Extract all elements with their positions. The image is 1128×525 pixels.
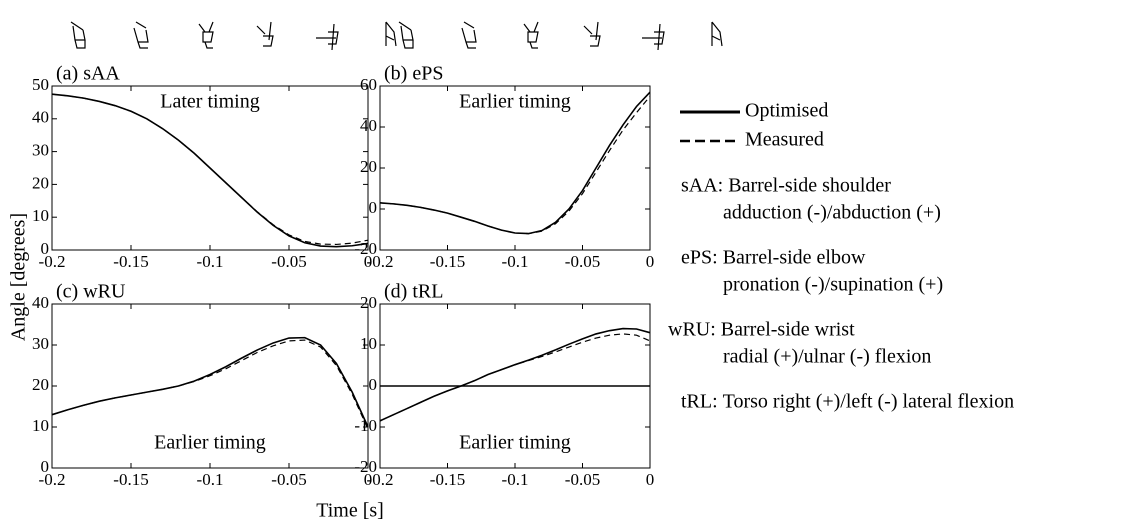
description-code: wRU: bbox=[668, 319, 716, 341]
x-tick-label: -0.1 bbox=[502, 252, 529, 271]
panel-title: (d) tRL bbox=[384, 281, 443, 303]
y-tick-label: -10 bbox=[354, 416, 377, 435]
y-tick-label: -20 bbox=[354, 457, 377, 476]
posture-icon bbox=[398, 21, 414, 49]
x-tick-label: 0 bbox=[364, 470, 373, 489]
x-tick-label: -0.15 bbox=[430, 252, 465, 271]
description-text: radial (+)/ulnar (-) flexion bbox=[723, 346, 931, 368]
posture-icon bbox=[461, 21, 477, 49]
y-tick-label: -20 bbox=[354, 239, 377, 258]
y-tick-label: 60 bbox=[360, 75, 377, 94]
panel-title: (a) sAA bbox=[56, 63, 120, 85]
y-tick-label: 0 bbox=[369, 198, 378, 217]
x-tick-label: -0.1 bbox=[197, 470, 224, 489]
x-tick-label: -0.05 bbox=[271, 470, 306, 489]
y-tick-label: 20 bbox=[32, 173, 49, 192]
x-tick-label: 0 bbox=[364, 252, 373, 271]
panel-title: (c) wRU bbox=[56, 281, 126, 303]
data-line bbox=[379, 91, 651, 235]
y-tick-label: 50 bbox=[32, 75, 49, 94]
description-text: pronation (-)/supination (+) bbox=[723, 274, 943, 296]
posture-icon bbox=[385, 21, 397, 47]
legend-label: Measured bbox=[745, 129, 824, 151]
x-tick-label: -0.05 bbox=[565, 252, 600, 271]
annotation: Later timing bbox=[160, 91, 259, 113]
x-tick-label: -0.1 bbox=[197, 252, 224, 271]
annotation: Earlier timing bbox=[459, 432, 571, 454]
data-line bbox=[51, 93, 369, 248]
posture-icon bbox=[133, 21, 149, 49]
y-tick-label: 40 bbox=[32, 108, 49, 127]
x-tick-label: 0 bbox=[646, 470, 655, 489]
y-tick-label: 20 bbox=[360, 293, 377, 312]
x-tick-label: -0.05 bbox=[565, 470, 600, 489]
x-tick-label: 0 bbox=[646, 252, 655, 271]
posture-icon bbox=[642, 23, 665, 51]
posture-icon bbox=[711, 21, 723, 47]
posture-icon bbox=[256, 21, 274, 47]
legend-label: Optimised bbox=[745, 100, 828, 122]
annotation: Earlier timing bbox=[154, 432, 266, 454]
x-tick-label: -0.2 bbox=[367, 470, 394, 489]
panel-title: (b) ePS bbox=[384, 63, 443, 85]
description-code: tRL: bbox=[681, 391, 718, 413]
posture-icon bbox=[198, 21, 214, 49]
data-line bbox=[51, 339, 369, 430]
description-text: Barrel-side shoulder bbox=[728, 175, 891, 197]
y-tick-label: 30 bbox=[32, 334, 49, 353]
y-tick-label: 20 bbox=[360, 157, 377, 176]
y-tick-label: 40 bbox=[360, 116, 377, 135]
x-axis-label: Time [s] bbox=[316, 500, 384, 522]
annotation: Earlier timing bbox=[459, 91, 571, 113]
data-line bbox=[379, 327, 651, 422]
data-line bbox=[379, 95, 651, 235]
x-tick-label: -0.1 bbox=[502, 470, 529, 489]
posture-icons bbox=[70, 21, 723, 51]
data-line bbox=[51, 336, 369, 428]
posture-icon bbox=[523, 21, 539, 49]
y-tick-label: 40 bbox=[32, 293, 49, 312]
description-code: sAA: bbox=[681, 175, 723, 197]
description-text: adduction (-)/abduction (+) bbox=[723, 202, 941, 224]
x-tick-label: -0.05 bbox=[271, 252, 306, 271]
x-tick-label: -0.2 bbox=[39, 470, 66, 489]
data-line bbox=[51, 93, 369, 246]
y-tick-label: 20 bbox=[32, 375, 49, 394]
description-text: Torso right (+)/left (-) lateral flexion bbox=[723, 391, 1014, 413]
x-tick-label: -0.2 bbox=[39, 252, 66, 271]
y-tick-label: 30 bbox=[32, 141, 49, 160]
description-text: Barrel-side elbow bbox=[723, 247, 866, 269]
y-tick-label: 0 bbox=[41, 239, 50, 258]
y-tick-label: 10 bbox=[32, 416, 49, 435]
x-tick-label: -0.15 bbox=[430, 470, 465, 489]
posture-icon bbox=[316, 23, 339, 51]
y-tick-label: 10 bbox=[360, 334, 377, 353]
posture-icon bbox=[70, 21, 86, 49]
x-tick-label: -0.2 bbox=[367, 252, 394, 271]
y-axis-label: Angle [degrees] bbox=[8, 213, 30, 341]
y-tick-label: 0 bbox=[41, 457, 50, 476]
x-tick-label: -0.15 bbox=[113, 470, 148, 489]
y-tick-label: 0 bbox=[369, 375, 378, 394]
description-text: Barrel-side wrist bbox=[721, 319, 855, 341]
x-tick-label: -0.15 bbox=[113, 252, 148, 271]
description-code: ePS: bbox=[681, 247, 718, 269]
posture-icon bbox=[583, 21, 601, 47]
data-line bbox=[379, 333, 651, 422]
y-tick-label: 10 bbox=[32, 206, 49, 225]
